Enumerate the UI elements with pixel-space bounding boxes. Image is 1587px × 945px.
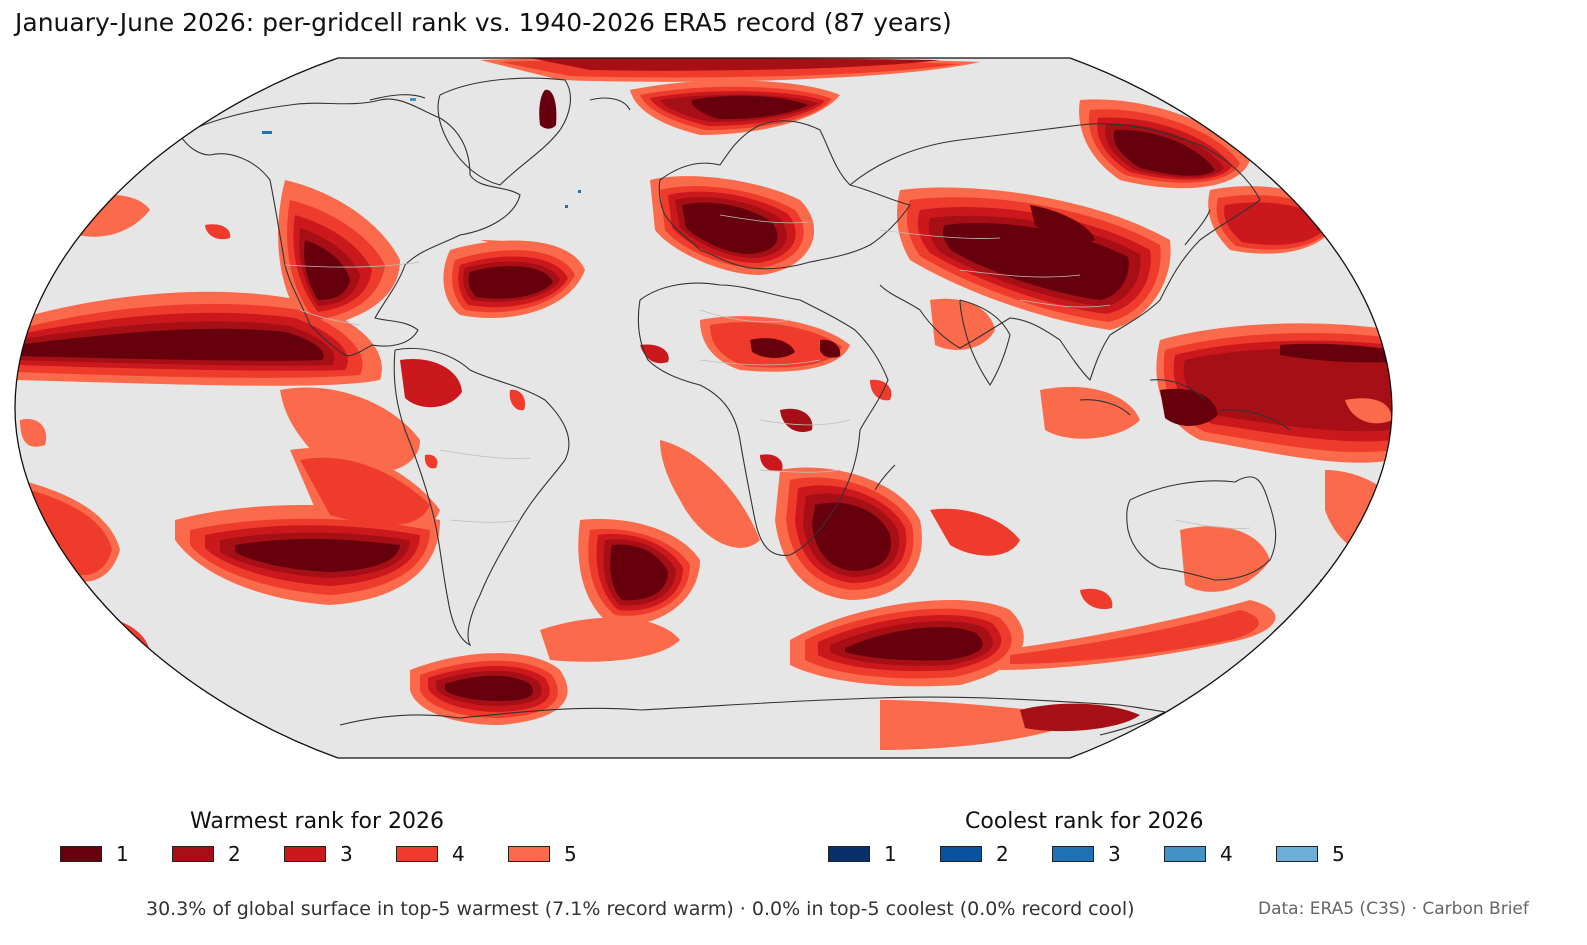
cool-swatch-3	[1052, 846, 1094, 862]
cool-legend-item: 5	[1276, 842, 1345, 866]
summary-footer: 30.3% of global surface in top-5 warmest…	[146, 898, 1135, 920]
warm-legend-item: 3	[284, 842, 353, 866]
cool-label-5: 5	[1332, 842, 1345, 866]
cool-swatch-1	[828, 846, 870, 862]
warm-legend-title: Warmest rank for 2026	[190, 809, 444, 834]
country-borders	[284, 214, 1251, 529]
warm-label-5: 5	[564, 842, 577, 866]
warm-swatch-2	[172, 846, 214, 862]
cool-swatch-4	[1164, 846, 1206, 862]
cool-label-2: 2	[996, 842, 1009, 866]
warm-legend-item: 4	[396, 842, 465, 866]
map-title: January-June 2026: per-gridcell rank vs.…	[15, 8, 952, 37]
warm-legend-item: 5	[508, 842, 577, 866]
cool-swatch-2	[940, 846, 982, 862]
small-warm-patches	[115, 224, 1392, 732]
cool-legend-title: Coolest rank for 2026	[965, 809, 1204, 834]
cool-legend-item: 4	[1164, 842, 1233, 866]
cool-legend-item: 3	[1052, 842, 1121, 866]
cool-legend-item: 2	[940, 842, 1009, 866]
warm-swatch-4	[396, 846, 438, 862]
warm-label-4: 4	[452, 842, 465, 866]
warm-label-1: 1	[116, 842, 129, 866]
warm-label-2: 2	[228, 842, 241, 866]
warm-swatch-1	[60, 846, 102, 862]
warm-legend-item: 2	[172, 842, 241, 866]
warm-swatch-3	[284, 846, 326, 862]
data-credit: Data: ERA5 (C3S) · Carbon Brief	[1258, 899, 1529, 919]
cool-label-4: 4	[1220, 842, 1233, 866]
cool-patches	[262, 98, 581, 208]
cool-legend-item: 1	[828, 842, 897, 866]
cool-label-3: 3	[1108, 842, 1121, 866]
warm-swatch-5	[508, 846, 550, 862]
world-map	[14, 57, 1393, 759]
cool-swatch-5	[1276, 846, 1318, 862]
globe-border	[14, 57, 1393, 759]
warm-label-3: 3	[340, 842, 353, 866]
cool-label-1: 1	[884, 842, 897, 866]
coastlines	[179, 77, 1333, 736]
warm-legend-item: 1	[60, 842, 129, 866]
